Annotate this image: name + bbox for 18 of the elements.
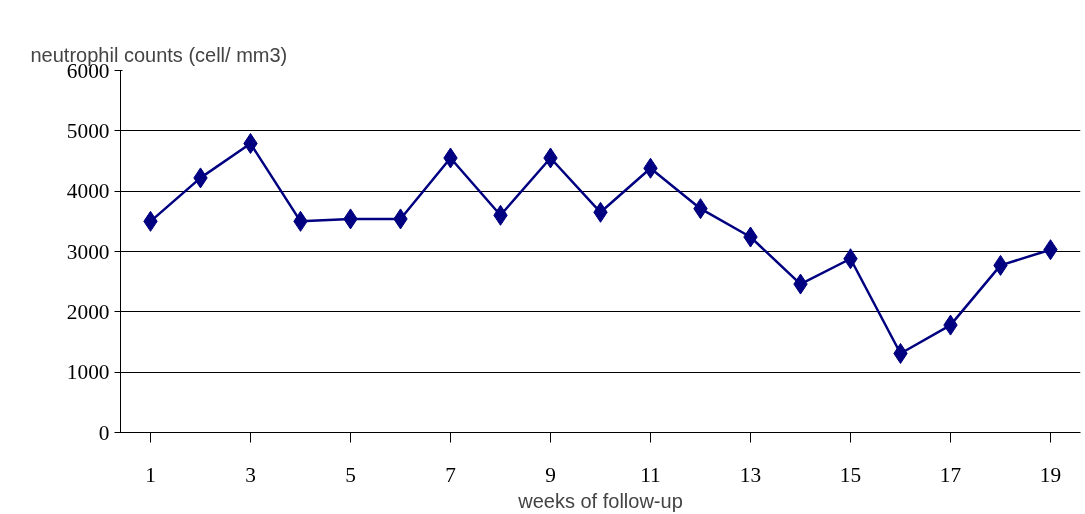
y-tick-label: 5000 bbox=[66, 118, 110, 143]
point bbox=[243, 133, 258, 154]
y-tick-label: 1000 bbox=[66, 360, 110, 385]
x-tick-label: 13 bbox=[739, 462, 762, 487]
y-tick-label: 4000 bbox=[66, 179, 110, 204]
x-tick-label: 5 bbox=[345, 462, 356, 487]
y-tick-label: 2000 bbox=[66, 299, 110, 324]
x-tick-label: 9 bbox=[545, 462, 556, 487]
x-tick-label: 15 bbox=[839, 462, 862, 487]
x-tick-label: 17 bbox=[939, 462, 962, 487]
x-tick-label: 1 bbox=[145, 462, 156, 487]
x-tick-label: 19 bbox=[1039, 462, 1062, 487]
x-axis-title: weeks of follow-up bbox=[517, 489, 683, 512]
x-tick-label: 11 bbox=[640, 462, 661, 487]
x-tick-label: 7 bbox=[445, 462, 457, 487]
y-tick-label: 3000 bbox=[66, 239, 110, 264]
x-tick-label: 3 bbox=[245, 462, 256, 487]
y-tick-label: 0 bbox=[98, 420, 110, 445]
